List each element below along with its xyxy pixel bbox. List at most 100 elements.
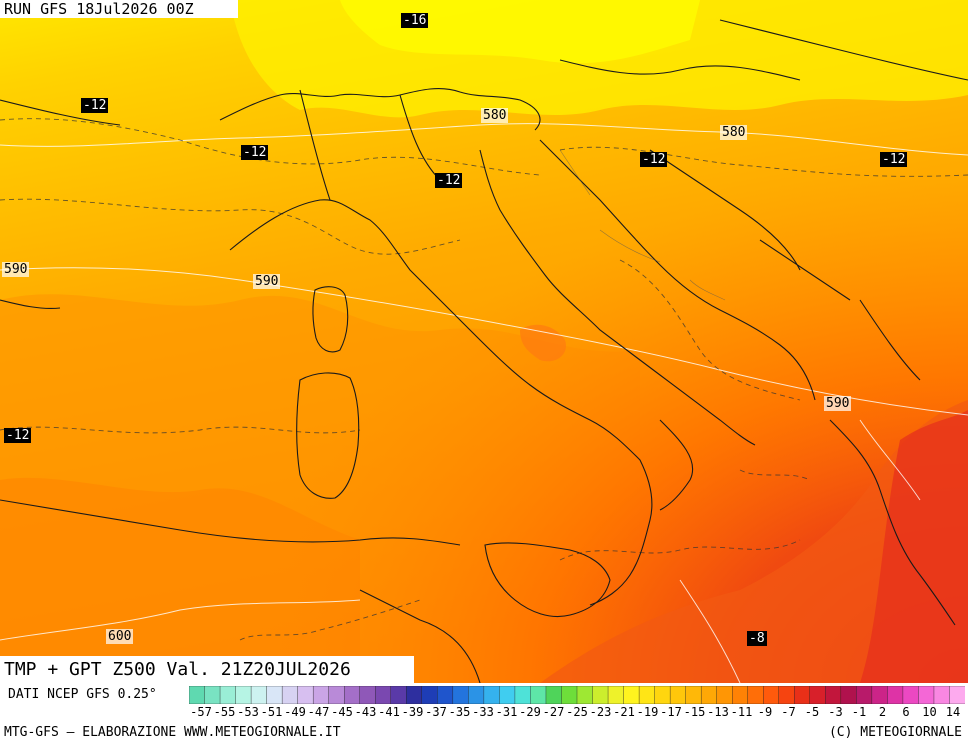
colorbar-ticks: -57 -55 -53 -51 -49 -47 -45 -43 -41 -39 -37 -35 -33-… (189, 705, 965, 721)
colorbar-swatch (732, 686, 749, 704)
colorbar-swatch (421, 686, 438, 704)
geopotential-label: 590 (253, 274, 281, 289)
temperature-colorbar (189, 686, 965, 704)
geopotential-label: 580 (720, 125, 748, 140)
colorbar-swatch (545, 686, 562, 704)
colorbar-swatch (189, 686, 206, 704)
weather-map (0, 0, 968, 683)
colorbar-swatch (623, 686, 640, 704)
colorbar-swatch (530, 686, 547, 704)
colorbar-tick-label: -15 (683, 705, 706, 719)
colorbar-tick-label: -29 (519, 705, 541, 719)
colorbar-swatch (654, 686, 671, 704)
colorbar-swatch (250, 686, 268, 704)
colorbar-tick-label: -9 (757, 705, 773, 719)
colorbar-swatch (576, 686, 594, 704)
colorbar-swatch (592, 686, 609, 704)
temp-label: -12 (640, 152, 668, 167)
colorbar-swatch (375, 686, 392, 704)
geopotential-label: 590 (824, 396, 852, 411)
colorbar-tick-label: -43 (354, 705, 377, 719)
colorbar-swatch (452, 686, 469, 704)
colorbar-swatch (840, 686, 857, 704)
colorbar-tick-label: -47 (307, 705, 330, 719)
temp-label: -12 (435, 173, 463, 188)
colorbar-tick-label: -45 (331, 705, 353, 719)
data-source-label: DATI NCEP GFS 0.25° (8, 687, 157, 702)
colorbar-swatch (933, 686, 950, 704)
colorbar-swatch (763, 686, 780, 704)
colorbar-tick-label: 10 (922, 705, 937, 719)
colorbar-swatch (266, 686, 283, 704)
colorbar-swatch (607, 686, 625, 704)
colorbar-tick-label: -39 (401, 705, 424, 719)
colorbar-swatch (390, 686, 407, 704)
temp-label: -12 (241, 145, 269, 160)
colorbar-swatch (902, 686, 919, 704)
temp-label: -12 (4, 428, 32, 443)
colorbar-tick-label: -33 (472, 705, 494, 719)
colorbar-swatch (437, 686, 454, 704)
colorbar-swatch (825, 686, 842, 704)
temp-label: -16 (401, 13, 429, 28)
colorbar-swatch (235, 686, 252, 704)
colorbar-swatch (468, 686, 485, 704)
colorbar-tick-label: 6 (902, 705, 910, 719)
colorbar-swatch (856, 686, 873, 704)
colorbar-tick-label: -57 (190, 705, 212, 719)
colorbar-tick-label: -11 (730, 705, 753, 719)
colorbar-tick-label: -37 (425, 705, 447, 719)
run-title: RUN GFS 18Jul2026 00Z (0, 0, 238, 18)
colorbar-tick-label: -17 (660, 705, 682, 719)
colorbar-swatch (871, 686, 888, 704)
colorbar-tick-label: -5 (804, 705, 820, 719)
colorbar-swatch (359, 686, 376, 704)
legend-panel: DATI NCEP GFS 0.25° -57 -55 -53 -51 -49 -47 -4… (0, 683, 968, 745)
colorbar-tick-label: -21 (613, 705, 635, 719)
colorbar-tick-label: -35 (448, 705, 471, 719)
colorbar-swatch (406, 686, 423, 704)
colorbar-swatch (219, 686, 237, 704)
colorbar-swatch (483, 686, 500, 704)
colorbar-tick-label: -51 (260, 705, 283, 719)
colorbar-tick-label: -31 (495, 705, 518, 719)
colorbar-swatch (297, 686, 314, 704)
credit-right: (C) METEOGIORNALE (828, 725, 962, 740)
colorbar-swatch (716, 686, 733, 704)
colorbar-swatch (949, 686, 965, 704)
colorbar-swatch (809, 686, 826, 704)
colorbar-swatch (561, 686, 578, 704)
colorbar-swatch (204, 686, 221, 704)
colorbar-swatch (514, 686, 531, 704)
colorbar-swatch (700, 686, 718, 704)
geopotential-label: 580 (481, 108, 509, 123)
valid-time-title: TMP + GPT Z500 Val. 21Z20JUL2026 (0, 656, 414, 683)
colorbar-tick-label: -53 (237, 705, 259, 719)
temp-label: -8 (747, 631, 767, 646)
colorbar-swatch (281, 686, 299, 704)
colorbar-swatch (669, 686, 687, 704)
colorbar-tick-label: -27 (542, 705, 565, 719)
colorbar-swatch (343, 686, 361, 704)
colorbar-tick-label: -1 (851, 705, 867, 719)
colorbar-tick-label: -55 (213, 705, 236, 719)
colorbar-swatch (794, 686, 811, 704)
colorbar-swatch (638, 686, 656, 704)
colorbar-tick-label: -3 (828, 705, 843, 719)
colorbar-swatch (887, 686, 904, 704)
colorbar-tick-label: -7 (781, 705, 796, 719)
colorbar-swatch (778, 686, 795, 704)
colorbar-swatch (328, 686, 345, 704)
geopotential-label: 590 (2, 262, 30, 277)
temp-label: -12 (81, 98, 109, 113)
colorbar-tick-label: 14 (945, 705, 961, 719)
colorbar-tick-label: -13 (707, 705, 729, 719)
colorbar-tick-label: -49 (284, 705, 306, 719)
colorbar-tick-label: -41 (378, 705, 400, 719)
colorbar-tick-label: 2 (878, 705, 887, 719)
geopotential-label: 600 (106, 629, 134, 644)
colorbar-tick-label: -19 (636, 705, 659, 719)
credit-left: MTG-GFS – ELABORAZIONE WWW.METEOGIORNALE… (4, 725, 341, 740)
colorbar-tick-label: -25 (566, 705, 588, 719)
colorbar-swatch (312, 686, 330, 704)
